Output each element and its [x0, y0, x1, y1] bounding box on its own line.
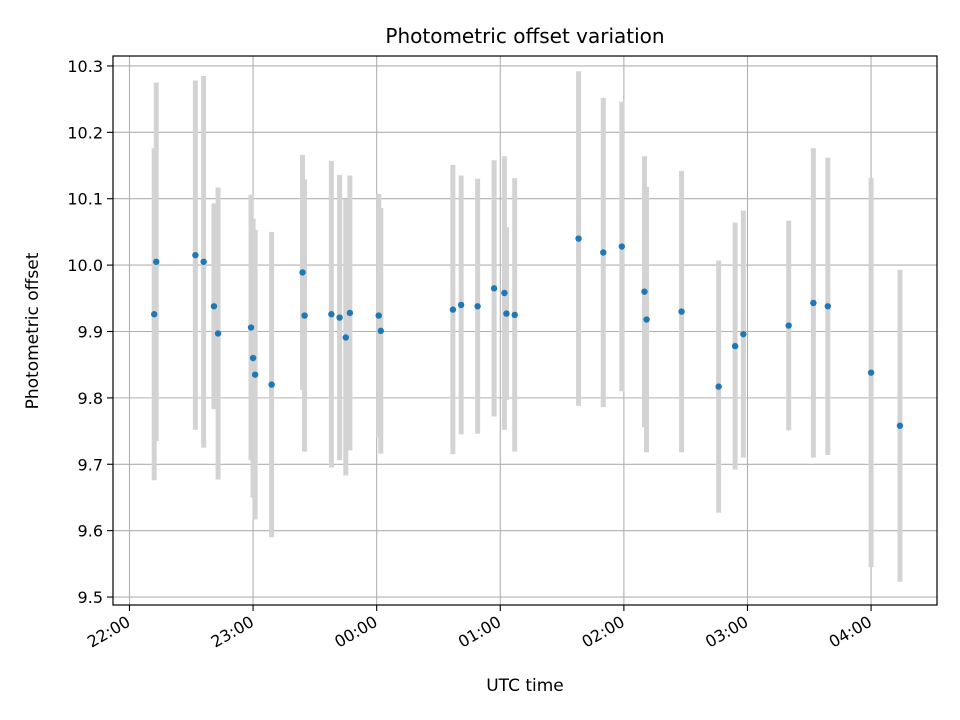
data-point — [501, 289, 508, 297]
data-point — [490, 285, 498, 292]
data-point — [678, 308, 685, 315]
data-point — [618, 243, 626, 250]
data-point — [731, 342, 739, 350]
data-point — [641, 288, 648, 295]
data-point — [449, 306, 457, 313]
data-point — [474, 303, 481, 310]
data-point — [214, 330, 222, 337]
data-point — [249, 354, 257, 362]
data-point — [210, 303, 218, 310]
data-point — [328, 311, 335, 318]
y-tick-label: 10.3 — [67, 57, 103, 76]
y-tick-label: 9.8 — [78, 389, 103, 408]
data-point — [867, 369, 875, 376]
data-points — [151, 235, 904, 429]
data-point — [200, 258, 207, 265]
y-tick-label: 10.0 — [67, 256, 103, 275]
y-tick-label: 9.5 — [78, 588, 103, 607]
y-tick-label: 9.7 — [78, 455, 103, 474]
data-point — [336, 314, 343, 321]
data-point — [251, 371, 259, 378]
data-point — [740, 330, 747, 338]
data-point — [575, 235, 582, 242]
plot-frame — [112, 55, 938, 606]
data-point — [301, 312, 308, 319]
y-axis-label: Photometric offset — [23, 252, 43, 409]
data-point — [896, 422, 904, 429]
data-point — [643, 316, 650, 323]
data-point — [342, 334, 349, 341]
data-point — [299, 269, 306, 276]
data-point — [715, 383, 722, 390]
data-point — [153, 258, 160, 265]
data-point — [457, 301, 465, 309]
data-point — [346, 309, 354, 317]
data-point — [810, 299, 817, 307]
data-point — [151, 311, 158, 318]
y-tick-label: 9.9 — [78, 322, 103, 341]
y-tick-label: 9.6 — [78, 522, 103, 541]
data-point — [268, 381, 275, 388]
data-point — [824, 303, 832, 310]
data-point — [511, 311, 518, 319]
y-tick-label: 10.1 — [67, 190, 103, 209]
data-point — [375, 312, 382, 319]
data-point — [503, 310, 510, 317]
y-axis-ticks: 9.5 9.6 9.7 9.8 9.9 10.0 10.1 10.2 10.3 — [67, 57, 113, 607]
data-point — [785, 322, 792, 329]
data-point — [600, 249, 607, 256]
data-point — [247, 324, 255, 331]
data-point — [377, 327, 384, 335]
data-point — [192, 251, 199, 259]
y-tick-label: 10.2 — [67, 123, 103, 142]
grid — [113, 56, 937, 605]
x-axis-label: UTC time — [486, 676, 564, 696]
chart-title: Photometric offset variation — [385, 24, 664, 48]
